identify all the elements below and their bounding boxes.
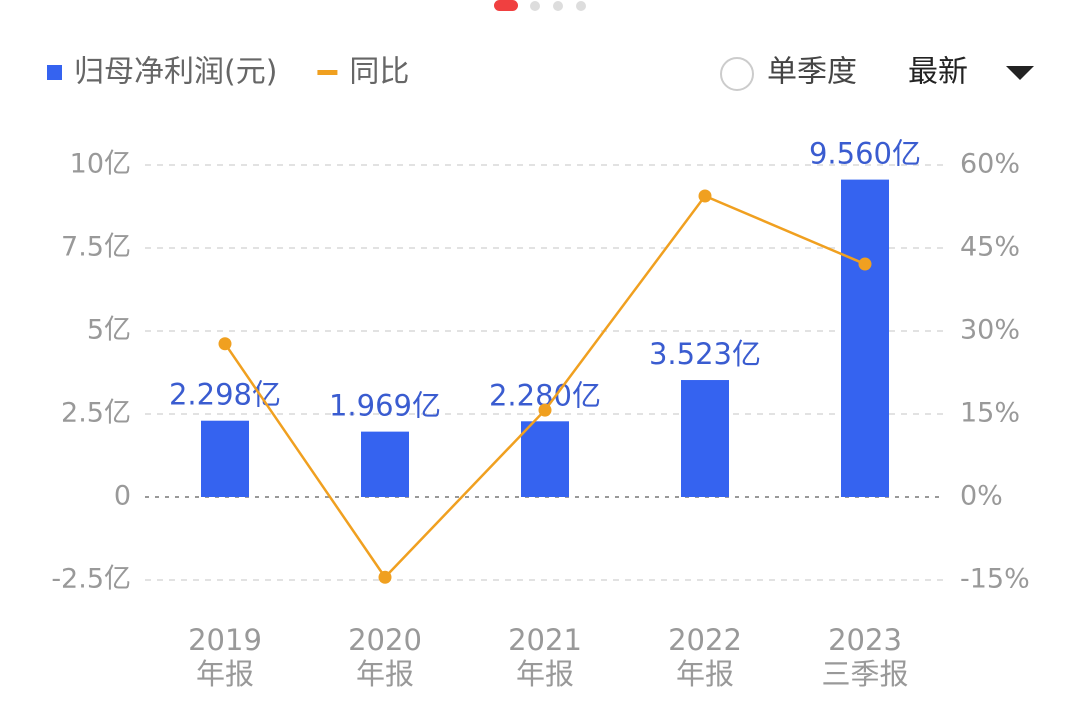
legend: 归母净利润(元) 同比 bbox=[47, 55, 409, 90]
y2-tick-label: 45% bbox=[960, 232, 1020, 263]
y2-tick-label: 15% bbox=[960, 398, 1020, 429]
line-point bbox=[858, 257, 872, 271]
y2-tick-label: -15% bbox=[960, 564, 1030, 595]
line-point bbox=[378, 570, 392, 584]
bar bbox=[841, 179, 889, 497]
y-tick-label: -2.5亿 bbox=[51, 564, 131, 595]
bar bbox=[361, 431, 409, 497]
page-indicator bbox=[576, 1, 586, 11]
period-select[interactable]: 最新 bbox=[908, 55, 968, 90]
legend-swatch bbox=[317, 70, 338, 75]
x-tick-label: 年报 bbox=[676, 657, 734, 691]
page-indicator-active bbox=[494, 0, 518, 11]
legend-label: 同比 bbox=[349, 55, 409, 90]
x-tick-label: 2023 bbox=[828, 623, 902, 657]
legend-label: 归母净利润(元) bbox=[74, 55, 277, 90]
data-label: 1.969亿 bbox=[329, 389, 441, 423]
x-tick-label: 三季报 bbox=[821, 657, 908, 691]
y-tick-label: 2.5亿 bbox=[61, 398, 131, 429]
line-point bbox=[698, 189, 712, 203]
x-tick-label: 年报 bbox=[356, 657, 414, 691]
y2-tick-label: 30% bbox=[960, 315, 1020, 346]
data-label: 9.560亿 bbox=[809, 137, 921, 171]
y-tick-label: 10亿 bbox=[70, 149, 131, 180]
dropdown-arrow[interactable] bbox=[1006, 66, 1034, 80]
x-tick-label: 年报 bbox=[196, 657, 254, 691]
y2-tick-label: 60% bbox=[960, 149, 1020, 180]
x-tick-label: 年报 bbox=[516, 657, 574, 691]
x-tick-label: 2020 bbox=[348, 623, 422, 657]
y-tick-label: 5亿 bbox=[87, 315, 131, 346]
bar bbox=[681, 380, 729, 497]
page-indicator bbox=[530, 1, 540, 11]
quarter-radio[interactable] bbox=[720, 57, 754, 91]
legend-swatch bbox=[47, 65, 62, 80]
x-tick-label: 2022 bbox=[668, 623, 742, 657]
quarter-toggle[interactable]: 单季度 bbox=[767, 55, 857, 90]
y2-tick-label: 0% bbox=[960, 481, 1003, 512]
y-tick-label: 0 bbox=[114, 481, 131, 512]
bar bbox=[201, 420, 249, 497]
data-label: 3.523亿 bbox=[649, 337, 761, 371]
x-tick-label: 2019 bbox=[188, 623, 262, 657]
y-tick-label: 7.5亿 bbox=[61, 232, 131, 263]
x-tick-label: 2021 bbox=[508, 623, 582, 657]
page-indicator bbox=[553, 1, 563, 11]
bar bbox=[521, 421, 569, 497]
data-label: 2.298亿 bbox=[169, 378, 281, 412]
line-point bbox=[218, 337, 232, 351]
line-point bbox=[538, 403, 552, 417]
